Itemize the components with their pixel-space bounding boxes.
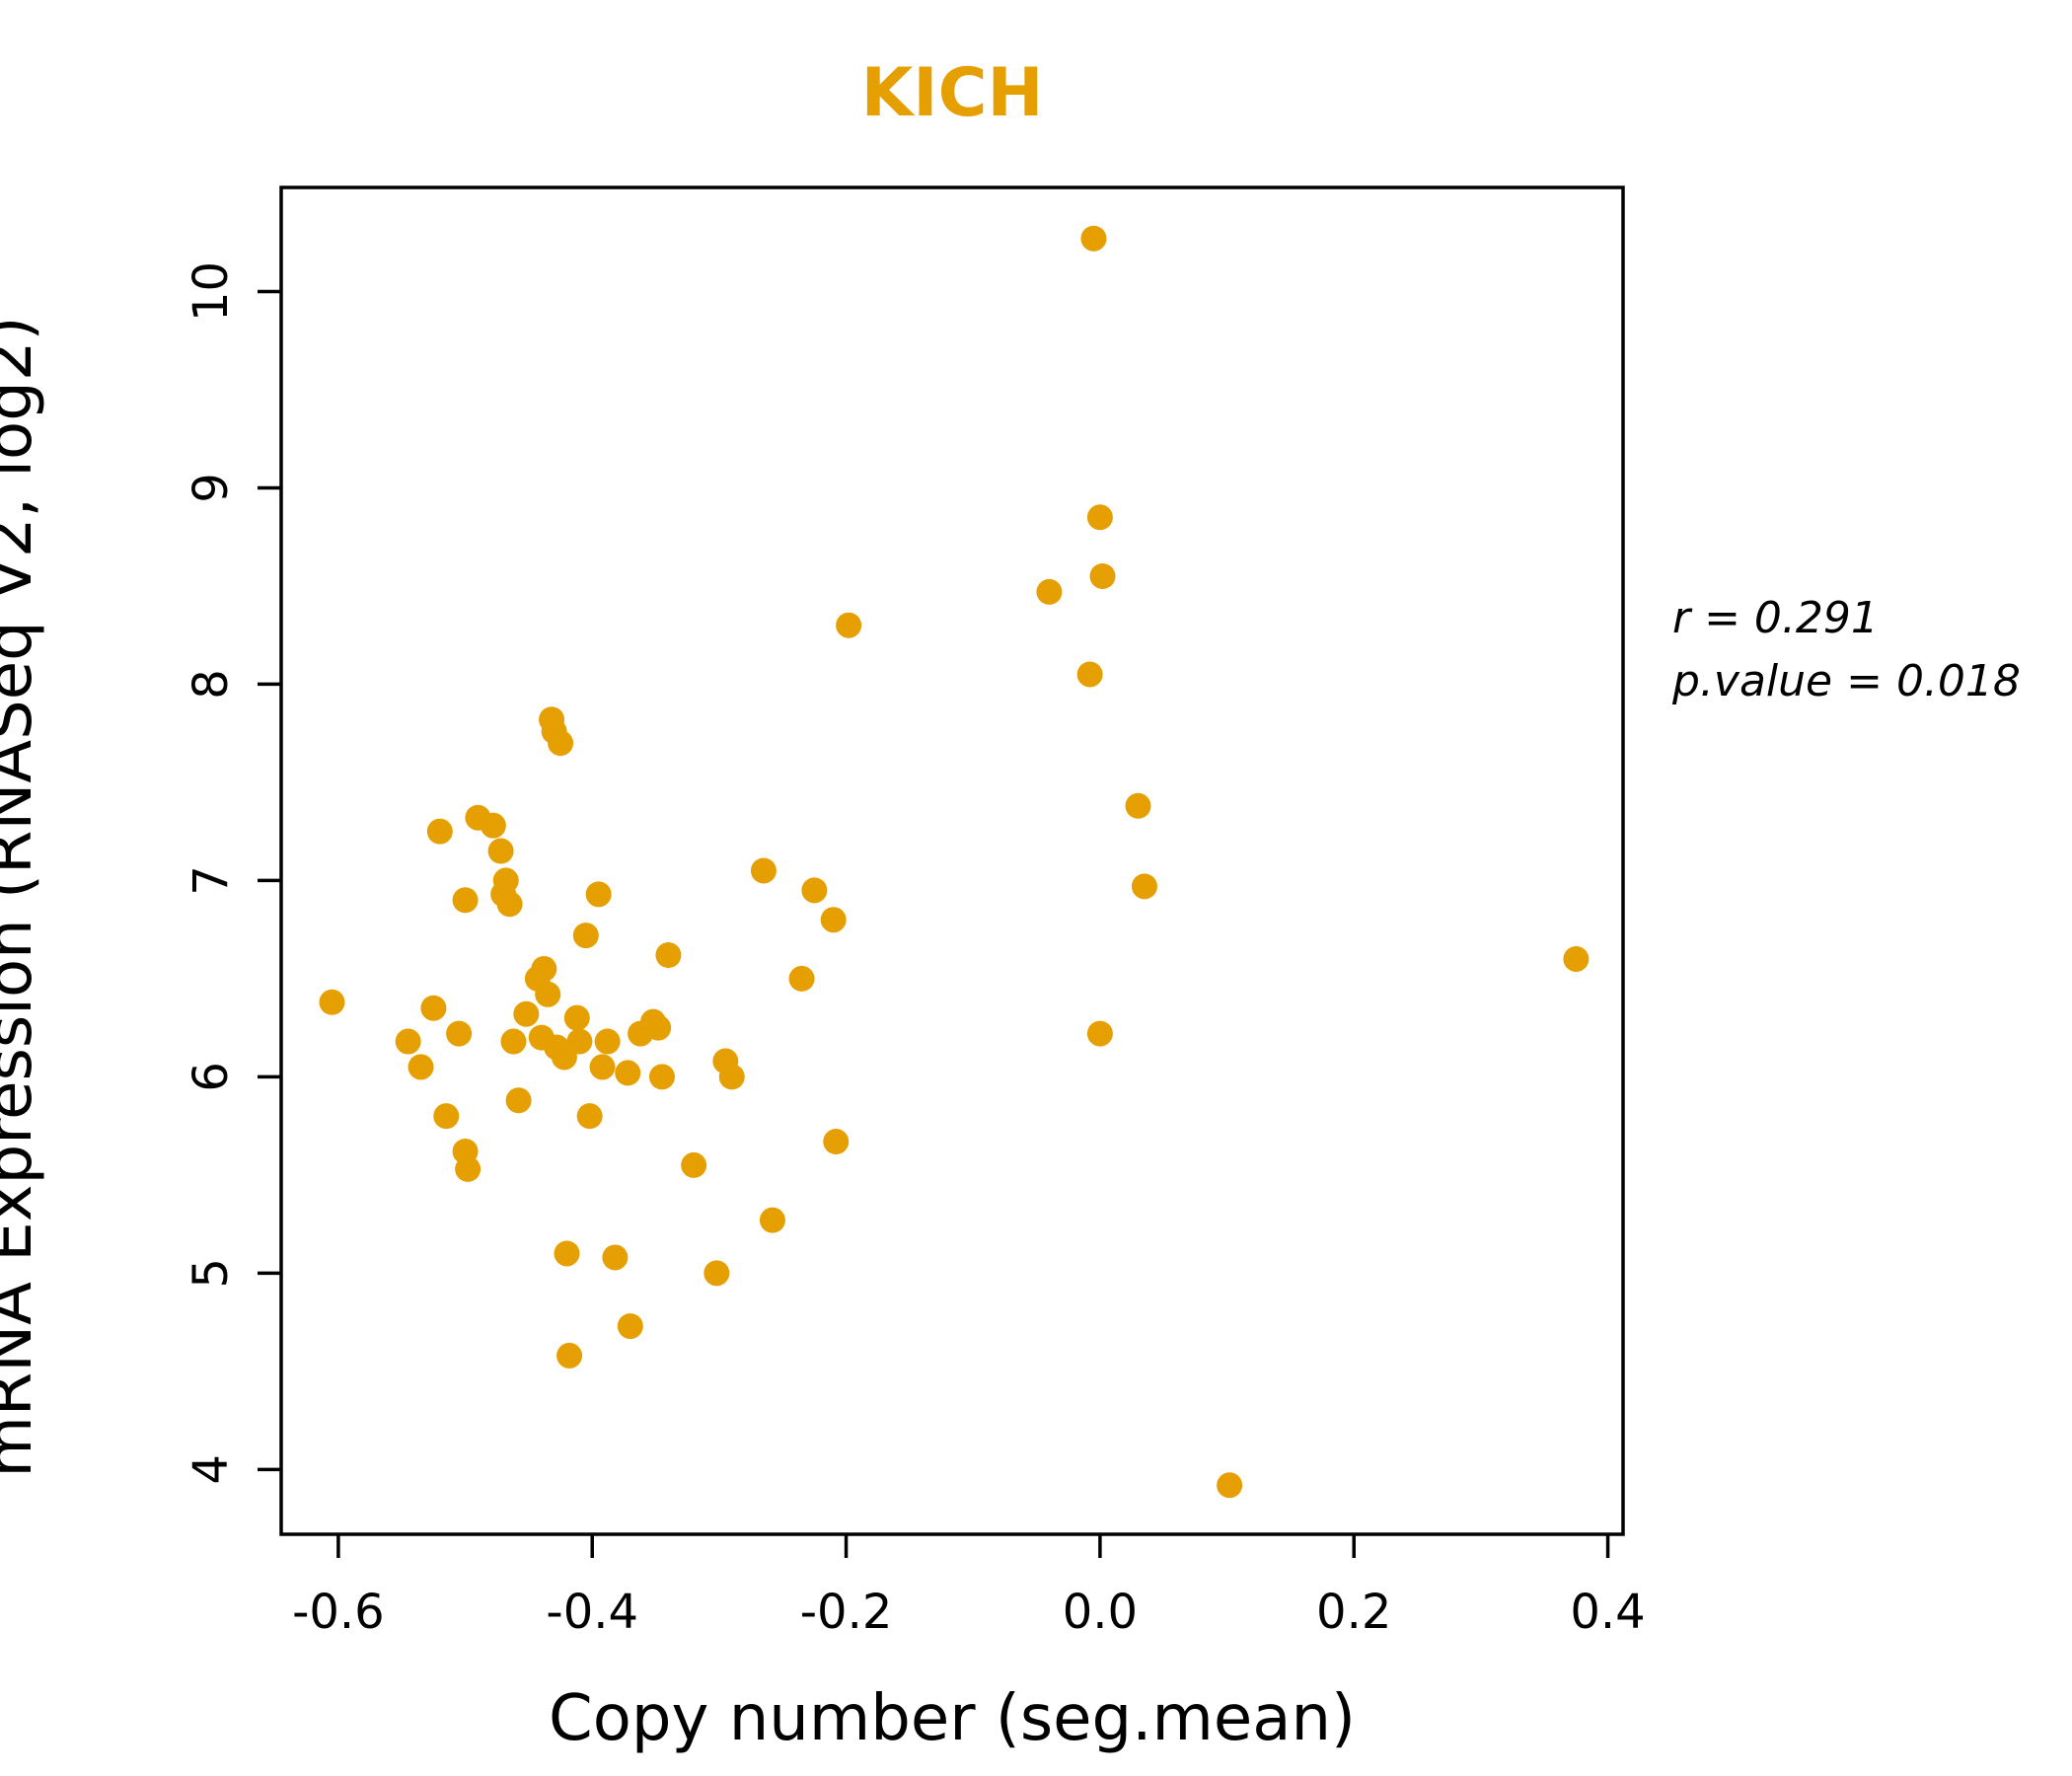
data-point bbox=[617, 1313, 643, 1340]
data-point bbox=[395, 1028, 421, 1055]
x-tick-label: 0.4 bbox=[1570, 1585, 1645, 1640]
data-point bbox=[788, 965, 815, 992]
data-point bbox=[750, 857, 777, 884]
data-point bbox=[655, 942, 682, 969]
data-point bbox=[548, 730, 574, 757]
data-point bbox=[1036, 578, 1063, 605]
data-point bbox=[718, 1064, 745, 1090]
data-point bbox=[1131, 873, 1157, 900]
y-tick-label: 4 bbox=[184, 1454, 239, 1485]
data-point bbox=[801, 877, 828, 904]
data-point bbox=[576, 1103, 603, 1130]
correlation-r-value: r = 0.291 bbox=[1672, 593, 1879, 643]
data-point bbox=[1086, 504, 1113, 531]
data-point bbox=[455, 1155, 481, 1182]
data-point bbox=[407, 1054, 434, 1080]
correlation-annotation: r = 0.291 p.value = 0.018 bbox=[1672, 587, 2021, 713]
data-point bbox=[433, 1103, 460, 1130]
data-point bbox=[531, 955, 557, 982]
data-point bbox=[1086, 1020, 1113, 1047]
data-point bbox=[492, 867, 519, 894]
data-point bbox=[535, 981, 561, 1007]
x-tick-label: -0.6 bbox=[292, 1585, 385, 1640]
x-tick-label: -0.4 bbox=[546, 1585, 638, 1640]
data-point bbox=[759, 1207, 785, 1233]
data-point bbox=[1125, 792, 1151, 819]
data-point bbox=[554, 1240, 580, 1267]
x-axis-title: Copy number (seg.mean) bbox=[549, 1682, 1356, 1755]
x-tick-label: 0.2 bbox=[1316, 1585, 1391, 1640]
data-point bbox=[563, 1004, 590, 1031]
data-point bbox=[513, 1000, 540, 1027]
data-point bbox=[648, 1064, 675, 1090]
y-tick-label: 6 bbox=[184, 1062, 239, 1092]
data-point bbox=[589, 1054, 616, 1080]
data-point bbox=[452, 887, 479, 914]
plot-border bbox=[279, 185, 1625, 1536]
y-tick-label: 10 bbox=[184, 261, 239, 322]
data-point bbox=[556, 1342, 583, 1369]
y-tick-label: 5 bbox=[184, 1258, 239, 1289]
data-point bbox=[446, 1020, 473, 1047]
data-point bbox=[645, 1014, 672, 1041]
correlation-p-value: p.value = 0.018 bbox=[1672, 656, 2021, 706]
data-point bbox=[487, 838, 514, 864]
data-point bbox=[1563, 945, 1590, 972]
data-point bbox=[1089, 562, 1116, 589]
data-point bbox=[319, 989, 345, 1015]
data-point bbox=[505, 1087, 532, 1114]
y-tick-label: 9 bbox=[184, 473, 239, 503]
data-point bbox=[1217, 1472, 1243, 1499]
data-point bbox=[585, 881, 612, 908]
chart-title: KICH bbox=[860, 54, 1044, 132]
data-point bbox=[1080, 225, 1107, 252]
data-point bbox=[594, 1028, 621, 1055]
data-point bbox=[420, 995, 447, 1021]
data-point bbox=[820, 907, 847, 933]
x-tick-label: 0.0 bbox=[1063, 1585, 1138, 1640]
data-point bbox=[480, 812, 506, 839]
y-tick-label: 7 bbox=[184, 865, 239, 896]
data-point bbox=[500, 1028, 527, 1055]
data-point bbox=[1076, 661, 1103, 688]
x-tick-label: -0.2 bbox=[800, 1585, 893, 1640]
y-tick-label: 8 bbox=[184, 669, 239, 700]
y-axis-title: mRNA Expression (RNASeq V2, log2) bbox=[0, 316, 46, 1478]
data-point bbox=[836, 612, 862, 638]
data-point bbox=[426, 818, 453, 845]
data-point bbox=[615, 1060, 641, 1086]
data-point bbox=[681, 1151, 707, 1178]
data-point bbox=[602, 1244, 629, 1271]
data-point bbox=[703, 1260, 730, 1287]
data-point bbox=[823, 1129, 850, 1155]
data-point bbox=[566, 1028, 593, 1055]
data-point bbox=[496, 891, 523, 918]
data-point bbox=[572, 923, 599, 949]
